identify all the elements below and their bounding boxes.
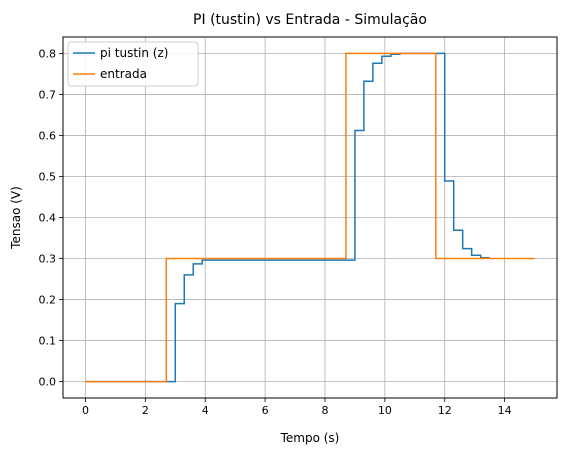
y-tick-label: 0.7 (39, 88, 57, 101)
y-axis-label: Tensao (V) (9, 186, 23, 250)
y-tick-label: 0.8 (39, 47, 57, 60)
legend: pi tustin (z) entrada (67, 41, 199, 87)
x-tick-label: 8 (321, 404, 328, 417)
legend-box (67, 41, 199, 87)
x-tick-label: 12 (438, 404, 452, 417)
x-axis-label: Tempo (s) (280, 431, 340, 445)
x-tick-label: 0 (82, 404, 89, 417)
y-tick-label: 0.0 (39, 376, 57, 389)
y-tick-label: 0.6 (39, 129, 57, 142)
x-tick-label: 10 (378, 404, 392, 417)
legend-label-entrada: entrada (100, 67, 147, 81)
y-tick-label: 0.5 (39, 170, 57, 183)
y-tick-label: 0.2 (39, 294, 57, 307)
series-line-entrada (85, 52, 535, 383)
x-tick-label: 6 (262, 404, 269, 417)
ticks: 0 2 4 6 8 10 12 14 0.0 0.1 0.2 0.3 0.4 0.5 0.6 0.7 0.8 (39, 47, 512, 417)
series-group (85, 52, 535, 383)
series-line-pi-tustin-z (85, 52, 490, 383)
chart-title: PI (tustin) vs Entrada - Simulação (193, 12, 427, 28)
x-tick-label: 2 (142, 404, 149, 417)
x-tick-label: 4 (202, 404, 209, 417)
legend-label-pi-tustin: pi tustin (z) (100, 46, 168, 60)
y-tick-label: 0.4 (39, 212, 57, 225)
y-tick-label: 0.3 (39, 253, 57, 266)
x-tick-label: 14 (498, 404, 512, 417)
y-tick-label: 0.1 (39, 335, 57, 348)
